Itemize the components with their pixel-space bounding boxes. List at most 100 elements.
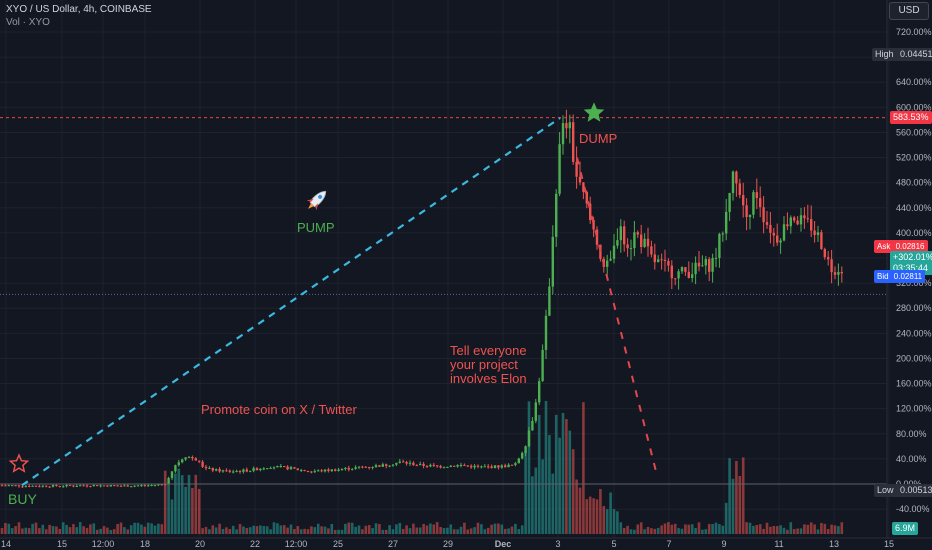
candle-body (354, 467, 356, 469)
candle-body (460, 465, 462, 466)
volume-bar (460, 527, 463, 534)
volume-bar (358, 525, 361, 534)
volume-bar (69, 527, 72, 534)
elon-annotation[interactable]: Tell everyone your project involves Elon (450, 344, 527, 386)
volume-bar (640, 522, 643, 534)
candle-body (331, 469, 333, 471)
candle-body (419, 464, 421, 465)
volume-bar (72, 524, 75, 534)
volume-bar (164, 471, 167, 534)
dump-annotation[interactable]: DUMP (579, 131, 617, 146)
y-tick-label: 120.00% (896, 404, 932, 414)
candle-body (841, 272, 843, 273)
pump-annotation[interactable]: PUMP (297, 220, 335, 235)
volume-bar (96, 530, 99, 534)
candle-body (127, 485, 129, 486)
volume-bar (728, 458, 731, 534)
volume-bar (813, 524, 816, 534)
elon-line-2: your project (450, 358, 527, 372)
y-tick-label: 160.00% (896, 379, 932, 389)
candle-body (293, 467, 295, 468)
candle-body (694, 263, 696, 274)
volume-bar (654, 529, 657, 534)
candle-body (657, 259, 659, 262)
high-value: 0.04451 (900, 49, 932, 59)
candle-body (351, 469, 353, 470)
volume-bar (837, 526, 840, 534)
volume-bar (409, 528, 412, 534)
candle-body (616, 240, 618, 246)
candle-body (246, 469, 248, 471)
volume-bar (518, 529, 521, 534)
volume-bar (65, 525, 68, 534)
volume-bar (643, 529, 646, 534)
candle-body (433, 465, 435, 466)
candle-body (399, 461, 401, 462)
volume-bar (4, 523, 7, 534)
volume-bar (385, 530, 388, 534)
volume-bar (246, 528, 249, 534)
candle-body (756, 192, 758, 198)
candle-body (96, 485, 98, 486)
volume-bar (800, 528, 803, 534)
volume-bar (528, 401, 531, 534)
volume-bar (218, 524, 221, 534)
x-tick-label: 5 (611, 539, 616, 549)
volume-bar (575, 480, 578, 534)
volume-bar (392, 529, 395, 534)
volume-bar (62, 522, 65, 534)
y-tick-label: -40.00% (896, 504, 930, 514)
volume-bar (82, 526, 85, 534)
volume-bar (582, 402, 585, 534)
candle-body (555, 194, 557, 237)
chart-grid (0, 0, 889, 538)
volume-bar (834, 525, 837, 534)
candle-body (620, 226, 622, 240)
candle-body (361, 467, 363, 468)
candle-body (307, 471, 309, 472)
volume-bar (116, 524, 119, 534)
volume-bar (280, 525, 283, 534)
volume-bar (708, 524, 711, 534)
volume-bar (711, 524, 714, 534)
candle-body (623, 226, 625, 244)
volume-bar (732, 479, 735, 534)
candle-body (38, 486, 40, 487)
candle-body (144, 485, 146, 486)
currency-button[interactable]: USD (889, 2, 929, 20)
candle-body (273, 467, 275, 468)
candle-body (365, 467, 367, 468)
volume-bar (606, 509, 609, 534)
candle-body (735, 172, 737, 184)
buy-annotation[interactable]: BUY (8, 491, 37, 507)
candle-body (552, 237, 554, 287)
promote-annotation[interactable]: Promote coin on X / Twitter (201, 402, 357, 417)
volume-bar (511, 527, 514, 534)
volume-bar (497, 524, 500, 534)
volume-bar (613, 509, 616, 534)
candle-body (817, 232, 819, 235)
volume-bar (473, 527, 476, 534)
volume-bar (609, 493, 612, 534)
candle-body (739, 183, 741, 195)
volume-bar (327, 528, 330, 534)
candle-body (650, 246, 652, 254)
candle-body (793, 217, 795, 220)
volume-bar (701, 530, 704, 534)
candle-body (72, 486, 74, 487)
candle-body (178, 462, 180, 465)
volume-bar (548, 435, 551, 534)
candle-body (548, 287, 550, 316)
volume-bar (681, 529, 684, 534)
candle-body (684, 267, 686, 272)
candle-body (48, 487, 50, 488)
volume-bar (657, 528, 660, 534)
volume-bar (276, 523, 279, 534)
candle-body (208, 468, 210, 469)
volume-bar (545, 401, 548, 534)
star-outline-icon (10, 455, 27, 471)
candle-body (528, 430, 530, 446)
volume-bar (395, 524, 398, 534)
y-tick-label: 480.00% (896, 178, 932, 188)
